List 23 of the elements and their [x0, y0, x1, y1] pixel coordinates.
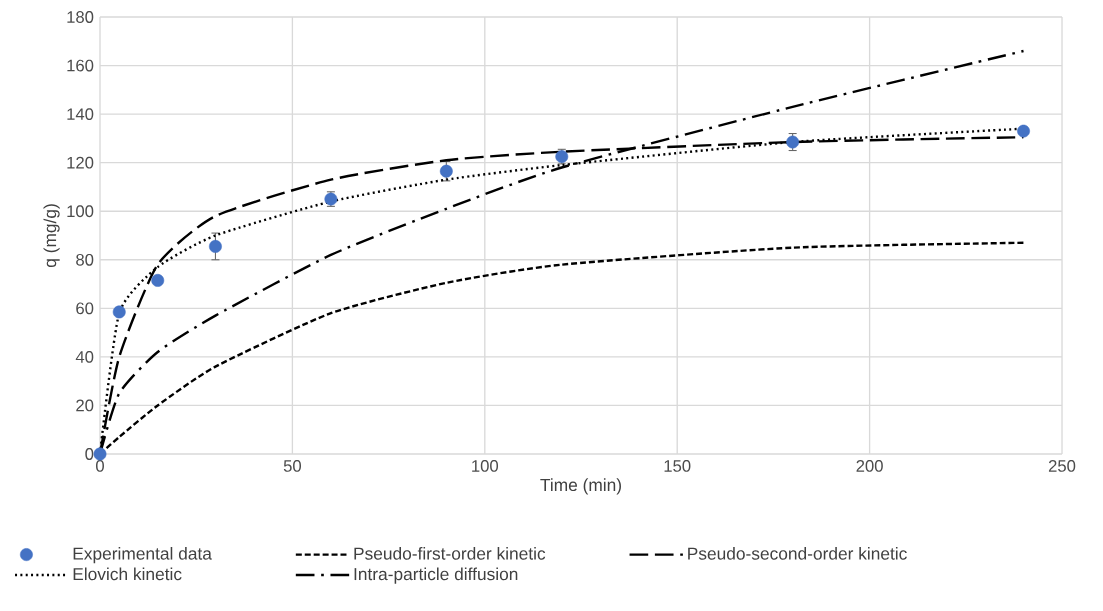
- y-tick-label: 0: [85, 448, 94, 460]
- x-tick-label: 50: [283, 460, 302, 472]
- y-axis-title: q (mg/g): [43, 204, 60, 268]
- legend-label: Pseudo-second-order kinetic: [688, 546, 907, 560]
- x-tick-label: 200: [856, 460, 883, 472]
- y-tick-label: 60: [76, 302, 94, 315]
- x-tick-label: 0: [96, 460, 104, 472]
- legend-label: Intra-particle diffusion: [354, 567, 518, 584]
- y-tick-label: 20: [76, 399, 94, 412]
- y-tick-label: 140: [67, 108, 94, 121]
- y-tick-label: 80: [76, 253, 94, 266]
- y-tick-label: 120: [67, 156, 94, 169]
- y-tick-label: 180: [67, 11, 94, 23]
- legend-label: Pseudo-first-order kinetic: [354, 546, 546, 560]
- y-tick-label: 160: [67, 59, 94, 72]
- x-tick-label: 250: [1048, 460, 1076, 472]
- legend-label: Elovich kinetic: [73, 567, 182, 581]
- y-tick-label: 100: [67, 205, 94, 218]
- x-axis-title: Time (min): [540, 478, 621, 495]
- y-tick-label: 40: [75, 351, 94, 363]
- legend-label: Experimental data: [73, 546, 212, 564]
- x-tick-label: 150: [664, 460, 691, 472]
- x-tick-label: 100: [472, 460, 499, 472]
